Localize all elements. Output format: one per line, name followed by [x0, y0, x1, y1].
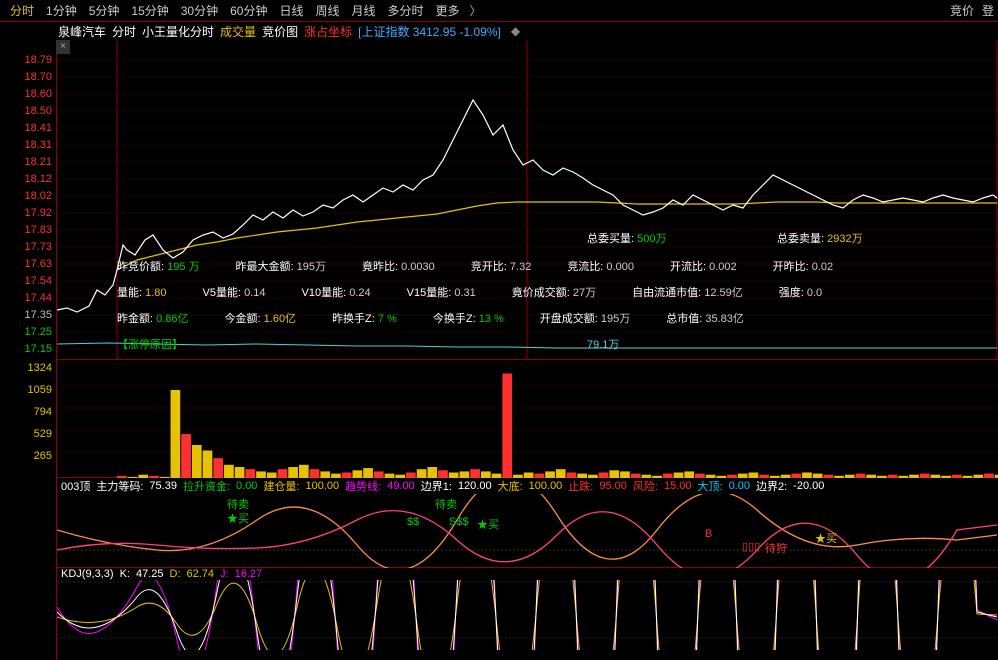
close-panel-button[interactable]: ×	[56, 40, 70, 54]
chart-canvas-area[interactable]: 总委买量: 500万 总委卖量: 2932万 昨竞价额: 195 万昨最大金额:…	[56, 40, 998, 660]
tab-more[interactable]: 更多	[430, 0, 466, 21]
tab-fenshi[interactable]: 分时	[4, 0, 40, 21]
tab-5min[interactable]: 5分钟	[83, 0, 126, 21]
main-chart-area: × 18.7918.7018.6018.5018.4118.3118.2118.…	[0, 40, 998, 660]
bid-price-link[interactable]: 竞价	[950, 2, 974, 19]
price-panel[interactable]: 总委买量: 500万 总委卖量: 2932万 昨竞价额: 195 万昨最大金额:…	[57, 40, 998, 360]
chart-subtitle: 泉峰汽车 分时 小王量化分时 成交量 竞价图 涨占坐标 [上证指数 3412.9…	[0, 22, 998, 40]
indicator1-panel[interactable]: 003顶主力等码:75.39拉升资金:0.00建仓量:100.00趋势线:49.…	[57, 478, 998, 568]
tab-weekly[interactable]: 周线	[309, 0, 345, 21]
tab-1min[interactable]: 1分钟	[40, 0, 83, 21]
tab-15min[interactable]: 15分钟	[125, 0, 174, 21]
kdj-svg	[57, 568, 998, 650]
volume-panel[interactable]	[57, 360, 998, 478]
tab-daily[interactable]: 日线	[273, 0, 309, 21]
coord-label[interactable]: 涨占坐标	[304, 23, 352, 40]
chevron-icon: ◆	[511, 24, 520, 38]
info-row-2: 量能: 1.80V5量能: 0.14V10量能: 0.24V15量能: 0.31…	[57, 284, 998, 300]
kdj-header: KDJ(9,3,3)K:47.25D:62.74J:16.27	[57, 568, 998, 580]
timeframe-tabs: 分时 1分钟 5分钟 15分钟 30分钟 60分钟 日线 周线 月线 多分时 更…	[0, 0, 998, 22]
index-info[interactable]: [上证指数 3412.95 -1.09%]	[358, 23, 501, 40]
info-row-3: 昨金额: 0.86亿今金额: 1.60亿昨换手Z: 7 %今换手Z: 13 %开…	[57, 310, 998, 326]
period-label: 分时	[112, 23, 136, 40]
kdj-panel[interactable]: KDJ(9,3,3)K:47.25D:62.74J:16.27	[57, 568, 998, 650]
top-right-links: 竞价 登	[950, 2, 994, 19]
login-link[interactable]: 登	[982, 2, 994, 19]
tab-30min[interactable]: 30分钟	[175, 0, 224, 21]
info-row-1: 昨竞价额: 195 万昨最大金额: 195万竟昨比: 0.0030竞开比: 7.…	[57, 258, 998, 274]
bid-chart-label[interactable]: 竞价图	[262, 23, 298, 40]
volume-label[interactable]: 成交量	[220, 23, 256, 40]
stock-name: 泉峰汽车	[58, 23, 106, 40]
strategy-name: 小王量化分时	[142, 23, 214, 40]
indicator1-header: 003顶主力等码:75.39拉升资金:0.00建仓量:100.00趋势线:49.…	[57, 478, 998, 494]
more-arrow-icon[interactable]: 〉	[470, 2, 482, 19]
tab-monthly[interactable]: 月线	[346, 0, 382, 21]
tab-60min[interactable]: 60分钟	[224, 0, 273, 21]
reason-row: 【涨停原因】 79.1万	[57, 336, 998, 352]
tab-multi[interactable]: 多分时	[382, 0, 430, 21]
limit-reason-label[interactable]: 【涨停原因】	[117, 336, 183, 352]
volume-chart-svg	[57, 360, 998, 478]
